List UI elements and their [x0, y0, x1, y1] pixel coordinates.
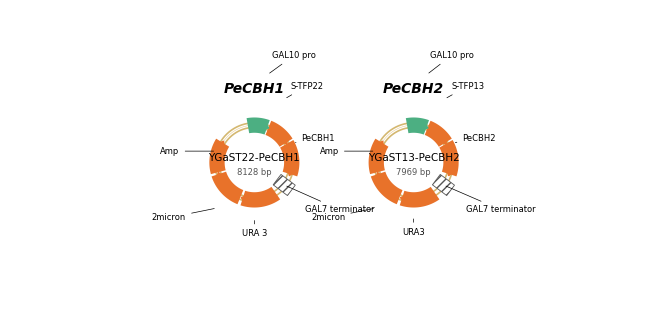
Text: PeCBH2: PeCBH2 [383, 82, 444, 96]
Text: 8128 bp: 8128 bp [237, 168, 272, 177]
Polygon shape [423, 124, 428, 129]
Text: PeCBH1: PeCBH1 [295, 134, 335, 143]
Text: PeCBH2: PeCBH2 [456, 134, 496, 143]
Text: Amp: Amp [319, 147, 373, 156]
Text: PeCBH1: PeCBH1 [224, 82, 285, 96]
Text: 2micron: 2micron [152, 209, 214, 222]
Text: YGaST13-PeCBH2: YGaST13-PeCBH2 [368, 153, 460, 162]
Polygon shape [217, 172, 222, 178]
Polygon shape [218, 141, 224, 147]
Text: YGaST22-PeCBH1: YGaST22-PeCBH1 [208, 153, 300, 162]
Bar [273, 175, 295, 196]
Text: GAL7 terminator: GAL7 terminator [287, 186, 374, 214]
Polygon shape [448, 170, 453, 176]
Text: GAL7 terminator: GAL7 terminator [446, 186, 535, 214]
Text: S-TFP22: S-TFP22 [287, 82, 323, 98]
Text: URA 3: URA 3 [242, 221, 267, 239]
Polygon shape [442, 139, 446, 144]
Text: S-TFP13: S-TFP13 [447, 82, 484, 98]
Bar [432, 175, 454, 196]
Text: GAL10 pro: GAL10 pro [429, 51, 474, 73]
Polygon shape [241, 196, 246, 202]
Text: 2micron: 2micron [311, 209, 373, 222]
Polygon shape [282, 139, 287, 144]
Text: 7969 bp: 7969 bp [396, 168, 431, 177]
Text: GAL10 pro: GAL10 pro [270, 51, 316, 73]
Text: URA3: URA3 [402, 219, 425, 237]
Polygon shape [288, 170, 294, 176]
Polygon shape [263, 124, 269, 129]
Polygon shape [376, 172, 382, 178]
Text: Amp: Amp [160, 147, 214, 156]
Polygon shape [400, 196, 405, 202]
Polygon shape [378, 141, 383, 147]
